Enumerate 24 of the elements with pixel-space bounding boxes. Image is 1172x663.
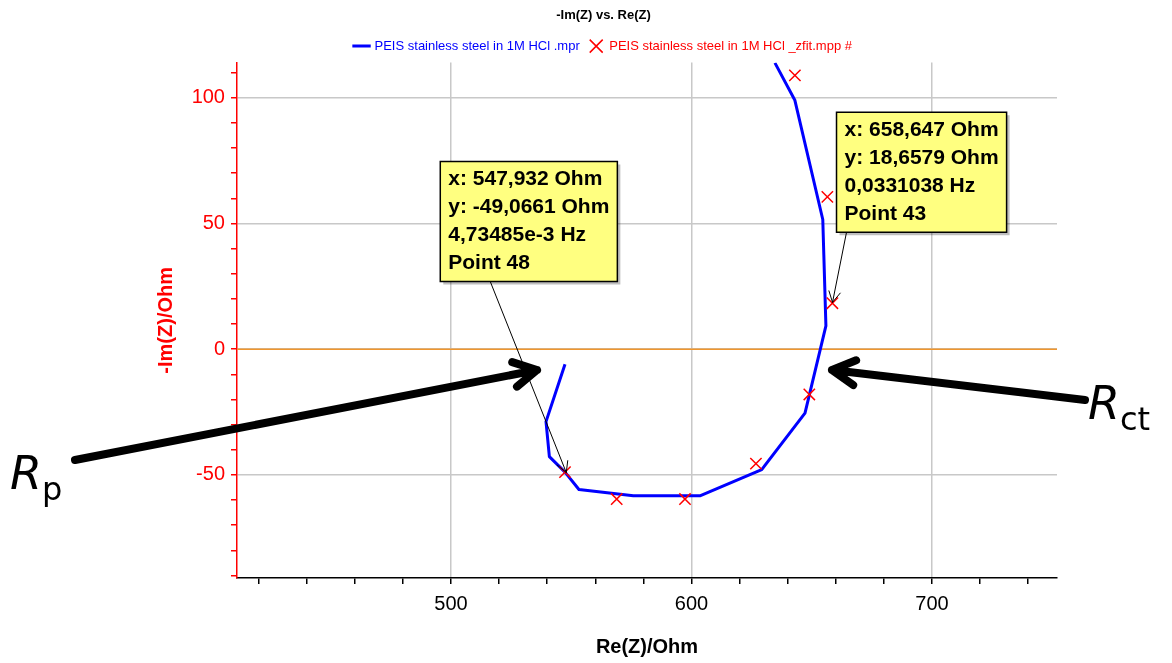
y-tick-label: 100 [191,85,225,108]
x-tick-label: 700 [915,591,949,614]
y-tick-label: -50 [196,462,225,485]
x-axis-title: Re(Z)/Ohm [595,634,699,657]
y-axis-title: -Im(Z)/Ohm [153,266,176,374]
y-tick-label: 50 [202,211,225,234]
annotation: x: 547,932 Ohm y: -49,0661 Ohm 4,73485e-3 Hz Point 48 [448,165,610,273]
point [820,190,834,204]
text: R$_{ct}$ [1088,376,1151,439]
y-tick-label: 0 [213,336,225,359]
point [826,296,839,310]
point [802,388,816,401]
legend-label: PEIS stainless steel in 1M HCl _zfit.mpp # [609,37,853,53]
point [749,457,763,471]
annotation: x: 658,647 Ohm y: 18,6579 Ohm 0,0331038 Hz Point 43 [844,116,999,224]
point [558,465,572,479]
point [610,492,624,506]
chart-title: -Im(Z) vs. Re(Z) [556,7,651,23]
point [788,69,802,82]
x-tick-label: 500 [434,591,468,614]
point [678,492,692,506]
text: R$_{p}$ [10,446,63,509]
x-tick-label: 600 [674,591,709,614]
legend-label: PEIS stainless steel in 1M HCl .mpr [374,37,581,53]
